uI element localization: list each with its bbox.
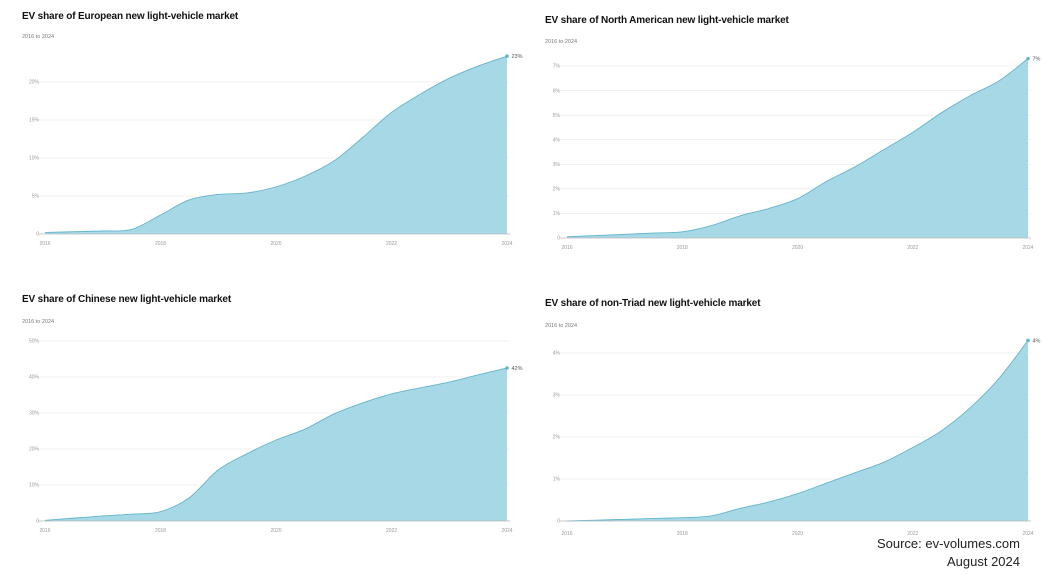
x-tick-label: 2018: [155, 528, 166, 534]
x-tick-label: 2022: [386, 528, 397, 534]
y-tick-label: 2%: [553, 187, 561, 193]
series-line: [566, 58, 1029, 238]
x-tick-label: 2020: [792, 245, 803, 251]
europe-chart-panel: EV share of European new light-vehicle m…: [22, 11, 523, 247]
series-area: [567, 58, 1028, 238]
y-tick-label: 5%: [553, 113, 561, 119]
y-tick-label: 3%: [553, 393, 561, 399]
y-tick-label: 0: [36, 519, 39, 525]
y-tick-label: 50%: [29, 339, 40, 345]
y-tick-label: 0: [557, 519, 560, 525]
series-area: [45, 368, 507, 521]
x-tick-label: 2020: [270, 528, 281, 534]
x-tick-label: 2020: [270, 241, 281, 247]
x-tick-label: 2022: [386, 241, 397, 247]
chart-title: EV share of non-Triad new light-vehicle …: [545, 298, 761, 309]
end-point-marker: [505, 54, 509, 58]
x-tick-label: 2022: [907, 531, 918, 537]
x-tick-label: 2024: [1022, 531, 1033, 537]
end-point-marker: [1026, 338, 1030, 343]
y-tick-label: 6%: [553, 88, 561, 94]
series-line: [44, 367, 508, 521]
x-tick-label: 2018: [677, 531, 688, 537]
y-tick-label: 20%: [29, 80, 40, 86]
series-area: [45, 56, 507, 234]
end-value-label: 7%: [1033, 57, 1041, 63]
end-value-label: 4%: [1033, 338, 1041, 344]
x-tick-label: 2016: [561, 245, 572, 251]
y-tick-label: 1%: [553, 477, 561, 483]
y-tick-label: 4%: [553, 351, 561, 357]
publication-date: August 2024: [947, 554, 1020, 569]
x-tick-label: 2016: [561, 531, 572, 537]
x-tick-label: 2018: [677, 245, 688, 251]
china-chart-panel: EV share of Chinese new light-vehicle ma…: [22, 294, 523, 534]
x-tick-label: 2016: [39, 241, 50, 247]
chart-title: EV share of North American new light-veh…: [545, 15, 790, 26]
chart-subtitle: 2016 to 2024: [22, 34, 54, 40]
series-line: [44, 55, 508, 233]
end-point-marker: [1026, 56, 1030, 61]
x-tick-label: 2018: [155, 241, 166, 247]
y-tick-label: 0: [557, 236, 560, 242]
chart-subtitle: 2016 to 2024: [545, 39, 577, 45]
y-tick-label: 10%: [29, 156, 40, 162]
y-tick-label: 0: [36, 232, 39, 238]
series-area: [567, 340, 1028, 521]
source-note: Source: ev-volumes.com: [877, 536, 1020, 551]
x-tick-label: 2020: [792, 531, 803, 537]
y-tick-label: 30%: [29, 411, 40, 417]
y-tick-label: 5%: [32, 194, 40, 200]
end-value-label: 42%: [512, 366, 523, 372]
y-tick-label: 15%: [29, 118, 40, 124]
y-tick-label: 10%: [29, 483, 40, 489]
series-line: [566, 340, 1029, 522]
chart-title: EV share of Chinese new light-vehicle ma…: [22, 294, 232, 305]
chart-subtitle: 2016 to 2024: [545, 323, 577, 329]
chart-subtitle: 2016 to 2024: [22, 319, 54, 325]
non-triad-chart-panel: EV share of non-Triad new light-vehicle …: [545, 298, 1041, 537]
y-tick-label: 1%: [553, 211, 561, 217]
y-tick-label: 4%: [553, 137, 561, 143]
x-tick-label: 2024: [1022, 245, 1033, 251]
y-tick-label: 40%: [29, 375, 40, 381]
y-tick-label: 20%: [29, 447, 40, 453]
chart-title: EV share of European new light-vehicle m…: [22, 11, 239, 22]
y-tick-label: 3%: [553, 162, 561, 168]
x-tick-label: 2022: [907, 245, 918, 251]
y-tick-label: 2%: [553, 435, 561, 441]
end-point-marker: [505, 366, 509, 370]
x-tick-label: 2024: [501, 528, 512, 534]
x-tick-label: 2024: [501, 241, 512, 247]
end-value-label: 23%: [512, 54, 523, 60]
x-tick-label: 2016: [39, 528, 50, 534]
north-america-chart-panel: EV share of North American new light-veh…: [545, 15, 1041, 251]
y-tick-label: 7%: [553, 64, 561, 70]
